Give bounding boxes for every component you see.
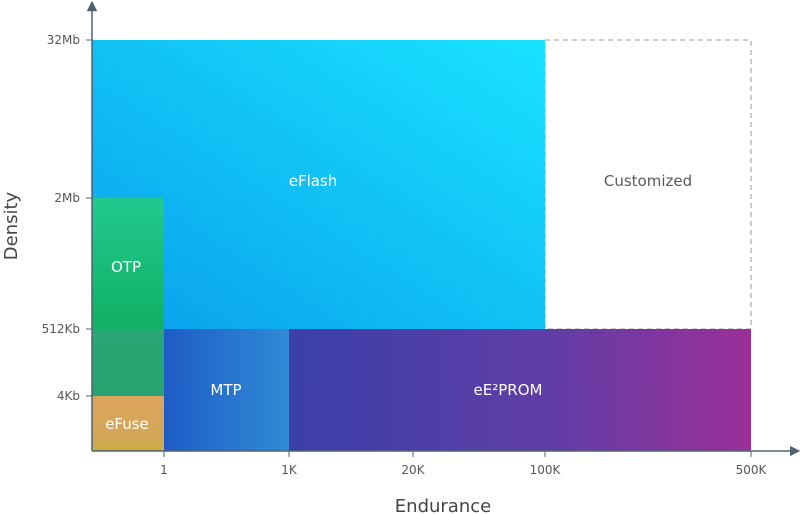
label-otp: OTP: [111, 258, 141, 276]
x-tick-label: 1K: [281, 463, 298, 477]
x-tick-label: 1: [160, 463, 168, 477]
y-tick-label: 512Kb: [42, 322, 80, 336]
x-tick-label: 100K: [530, 463, 562, 477]
label-customized: Customized: [604, 172, 692, 190]
label-efuse: eFuse: [105, 415, 149, 433]
y-axis-title: Density: [1, 191, 22, 260]
region-otp-lower: [92, 329, 164, 396]
x-tick-label: 20K: [401, 463, 425, 477]
y-tick-label: 4Kb: [57, 389, 80, 403]
region-otp: [92, 198, 164, 329]
y-tick-label: 2Mb: [54, 191, 80, 205]
label-eeprom: eE²PROM: [474, 381, 543, 399]
region-eflash: [92, 40, 545, 329]
x-tick-label: 500K: [736, 463, 768, 477]
x-axis-title: Endurance: [395, 496, 491, 514]
region-eeprom: [289, 329, 751, 451]
region-mtp: [164, 329, 289, 451]
region-efuse: [92, 396, 164, 451]
label-eflash: eFlash: [289, 172, 338, 190]
region-customized: [544, 39, 752, 330]
label-mtp: MTP: [210, 381, 241, 399]
y-tick-label: 32Mb: [47, 33, 80, 47]
